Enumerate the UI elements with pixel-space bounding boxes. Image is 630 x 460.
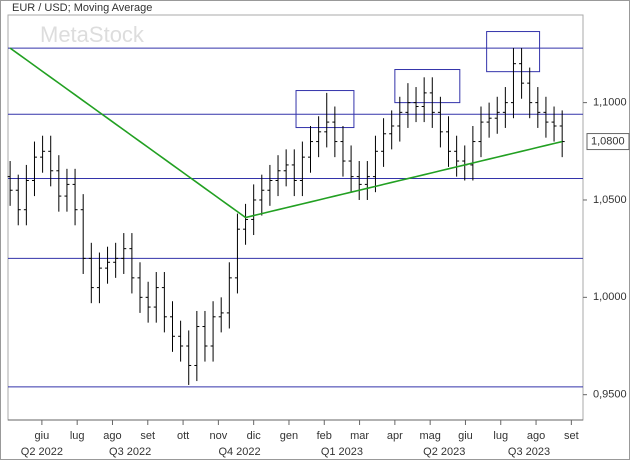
x-tick-label: set	[140, 430, 155, 442]
x-tick-label: set	[564, 430, 579, 442]
y-tick-label: 1,0000	[593, 291, 627, 303]
chart-title: EUR / USD; Moving Average	[12, 2, 152, 14]
watermark: MetaStock	[40, 22, 145, 47]
quarter-label: Q2 2023	[423, 446, 465, 458]
x-tick-label: giu	[35, 430, 50, 442]
y-tick-label: 1,0500	[593, 194, 627, 206]
moving-average	[9, 47, 563, 219]
highlight-box	[394, 69, 461, 104]
x-tick-label: apr	[387, 430, 403, 442]
x-tick-label: ott	[177, 430, 189, 442]
highlight-box	[295, 90, 355, 129]
x-tick-label: dic	[247, 430, 262, 442]
y-tick-label: 0,9500	[593, 389, 627, 401]
quarter-label: Q4 2022	[218, 446, 260, 458]
quarter-label: Q1 2023	[321, 446, 363, 458]
quarter-label: Q2 2022	[21, 446, 63, 458]
x-tick-label: lug	[493, 430, 508, 442]
x-tick-label: nov	[209, 430, 227, 442]
x-tick-label: mar	[350, 430, 369, 442]
quarter-label: Q3 2023	[508, 446, 550, 458]
x-tick-label: gen	[280, 430, 298, 442]
x-tick-label: ago	[527, 430, 545, 442]
quarter-label: Q3 2022	[109, 446, 151, 458]
x-tick-label: ago	[103, 430, 121, 442]
last-price-box	[586, 133, 630, 151]
last-price-label: 1,0800	[591, 135, 625, 147]
x-tick-label: feb	[317, 430, 332, 442]
x-tick-label: mag	[419, 430, 440, 442]
y-tick-label: 1,1000	[593, 97, 627, 109]
x-tick-label: lug	[70, 430, 85, 442]
x-tick-label: giu	[458, 430, 473, 442]
